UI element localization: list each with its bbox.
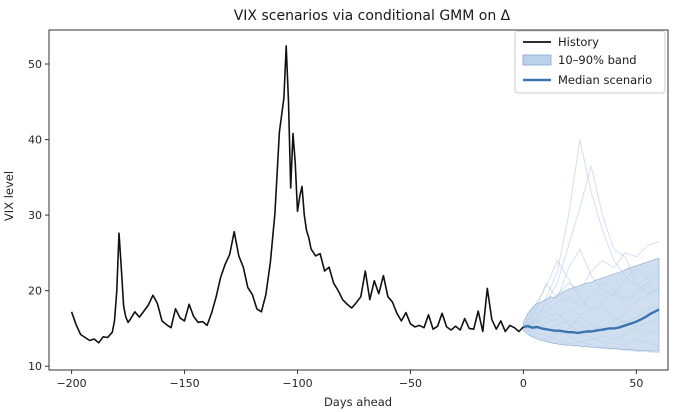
legend-label-median: Median scenario (558, 73, 652, 87)
x-tick-label: 50 (629, 377, 643, 390)
y-axis: 10 20 30 40 50 (28, 58, 49, 373)
legend-swatch-band (522, 54, 552, 66)
legend-label-history: History (558, 35, 599, 49)
legend-label-band: 10–90% band (558, 53, 637, 67)
y-tick-label: 30 (28, 209, 42, 222)
x-tick-label: −100 (282, 377, 312, 390)
plot-frame (48, 29, 669, 371)
x-axis-title: Days ahead (324, 395, 392, 409)
y-tick-label: 10 (28, 360, 42, 373)
band-area (523, 257, 660, 352)
legend-box (514, 30, 666, 94)
x-tick-label: −150 (169, 377, 199, 390)
y-axis-title: VIX level (2, 171, 16, 221)
history-line (70, 45, 524, 344)
x-tick-label: −200 (56, 377, 86, 390)
legend: History 10–90% band Median scenario (514, 30, 666, 94)
y-tick-label: 40 (28, 134, 42, 147)
x-tick-label: −50 (399, 377, 422, 390)
y-tick-label: 50 (28, 58, 42, 71)
chart-title: VIX scenarios via conditional GMM on Δ (234, 8, 511, 24)
plot-area (70, 45, 660, 354)
x-tick-label: 0 (520, 377, 527, 390)
median-line (523, 308, 660, 335)
x-axis: −200 −150 −100 −50 0 50 (56, 370, 643, 390)
y-tick-label: 20 (28, 285, 42, 298)
